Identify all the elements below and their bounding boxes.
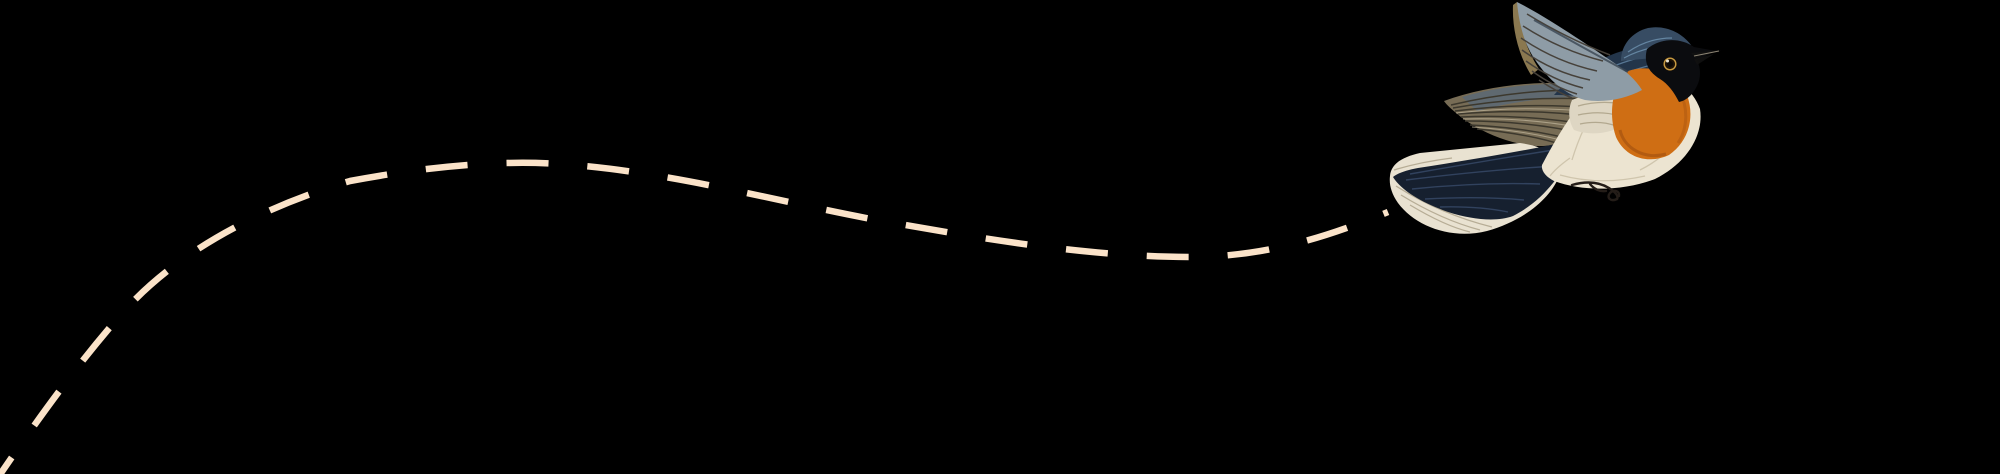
raised-wing-feather-lines: [1520, 13, 1611, 99]
raised-wing-khaki-edge: [1512, 2, 1539, 75]
tail-dark-feathers: [1393, 140, 1574, 220]
beak-seam-line: [1693, 50, 1720, 57]
eye-pupil: [1667, 61, 1673, 67]
eye-gold-ring: [1663, 57, 1677, 71]
eye: [1663, 57, 1677, 71]
raised-wing-leading-streak: [1533, 19, 1629, 73]
swallow-bird-illustration: [1389, 2, 1721, 234]
tail-white-feather-lines: [1393, 157, 1493, 233]
foot: [1570, 181, 1621, 202]
flight-path-dashed-line: [0, 159, 1390, 474]
eye-highlight: [1666, 59, 1669, 63]
beak-lower: [1694, 54, 1714, 65]
tail-sheen-lines: [1405, 147, 1567, 213]
